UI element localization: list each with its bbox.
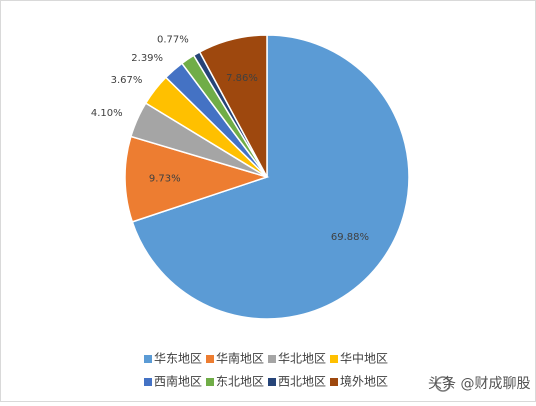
legend-label: 华中地区	[340, 351, 388, 366]
legend-swatch	[144, 355, 152, 363]
data-label: 4.10%	[91, 108, 123, 119]
legend-swatch	[268, 378, 276, 386]
legend-label: 华北地区	[278, 352, 326, 366]
legend-swatch	[268, 355, 276, 363]
watermark-icon	[435, 376, 451, 392]
legend-swatch	[206, 378, 214, 386]
data-label: 9.73%	[149, 174, 181, 185]
pie-slice	[124, 135, 270, 223]
legend-swatch	[206, 355, 214, 363]
legend-label: 西北地区	[278, 375, 326, 389]
legend-swatch	[330, 355, 338, 363]
legend-swatch	[144, 378, 152, 386]
data-label: 2.39%	[131, 53, 163, 64]
legend-label: 华东地区	[154, 352, 202, 366]
data-label: 7.86%	[226, 73, 258, 84]
legend-label: 境外地区	[340, 374, 388, 389]
pie-slice	[198, 34, 268, 178]
pie-slice	[131, 34, 410, 320]
legend-label: 西南地区	[154, 374, 202, 389]
watermark: 头条 @财成聊股	[428, 375, 530, 392]
legend-swatch	[330, 378, 338, 386]
data-label: 3.67%	[111, 75, 143, 86]
data-label: 69.88%	[331, 232, 369, 243]
data-label: 0.77%	[157, 35, 189, 46]
legend-label: 东北地区	[216, 375, 264, 389]
legend-label: 华南地区	[216, 351, 264, 366]
